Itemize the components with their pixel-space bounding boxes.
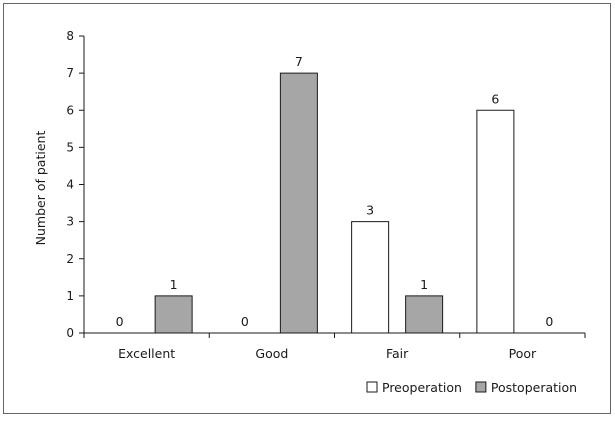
legend: Preoperation Postoperation	[366, 380, 577, 395]
legend-label: Postoperation	[491, 380, 577, 395]
y-tick-label: 3	[66, 215, 74, 229]
y-tick-label: 0	[66, 326, 74, 340]
data-label: 0	[116, 314, 124, 329]
legend-swatch	[366, 381, 378, 393]
y-tick-label: 5	[66, 140, 74, 154]
data-label: 1	[170, 277, 178, 292]
bar	[154, 295, 193, 334]
y-axis-title: Number of patient	[33, 131, 48, 246]
y-tick-label: 6	[66, 103, 74, 117]
x-tick-label: Excellent	[118, 346, 175, 361]
x-axis-ticks: Excellent Good Fair Poor	[83, 333, 586, 361]
x-tick-label: Good	[255, 346, 288, 361]
data-label: 7	[295, 54, 303, 69]
data-label: 6	[491, 91, 499, 106]
data-label: 0	[241, 314, 249, 329]
bar	[279, 72, 318, 334]
y-tick-label: 2	[66, 252, 74, 266]
bar	[405, 295, 444, 334]
bar	[351, 221, 390, 334]
legend-label: Preoperation	[382, 380, 462, 395]
data-labels: 0 1 0 7 3 1 6 0	[116, 54, 554, 329]
y-tick-label: 4	[66, 178, 74, 192]
x-tick-label: Fair	[386, 346, 409, 361]
bar	[476, 109, 515, 334]
y-tick-label: 1	[66, 289, 74, 303]
x-tick-label: Poor	[509, 346, 537, 361]
data-label: 1	[420, 277, 428, 292]
legend-swatch	[475, 381, 487, 393]
y-tick-label: 7	[66, 66, 74, 80]
y-tick-label: 8	[66, 29, 74, 43]
y-axis-ticks: 0 1 2 3 4 5 6 7 8	[66, 29, 84, 340]
data-label: 0	[545, 314, 553, 329]
data-label: 3	[366, 203, 374, 218]
